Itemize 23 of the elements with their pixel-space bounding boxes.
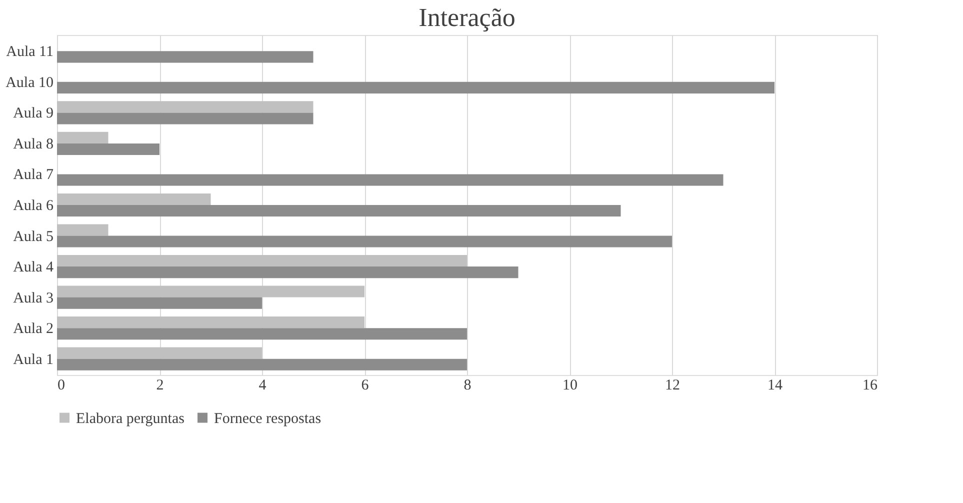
x-tick-label: 2 [156,378,164,394]
y-tick-label: Aula 7 [13,167,54,184]
x-tick-label: 8 [464,378,472,394]
legend-label: Elabora perguntas [76,410,185,427]
y-tick-label: Aula 3 [13,290,54,306]
x-tick-label: 6 [361,378,370,394]
x-tick-label: 16 [862,378,878,394]
x-tick-label: 0 [58,378,65,394]
y-tick-label: Aula 11 [6,44,54,60]
chart-title: Interação [418,3,516,32]
legend-label: Fornece respostas [214,410,322,427]
y-tick-label: Aula 5 [13,228,54,245]
x-tick-label: 4 [258,378,267,394]
y-tick-label: Aula 8 [13,136,54,152]
x-tick-label: 12 [665,378,680,394]
y-tick-label: Aula 10 [6,74,54,91]
y-tick-label: Aula 4 [13,260,54,276]
y-tick-label: Aula 9 [13,106,54,122]
x-tick-label: 10 [562,378,578,394]
y-tick-label: Aula 1 [13,352,54,368]
x-tick-label: 14 [768,378,783,394]
y-tick-label: Aula 2 [13,321,54,338]
y-tick-label: Aula 6 [13,198,54,214]
